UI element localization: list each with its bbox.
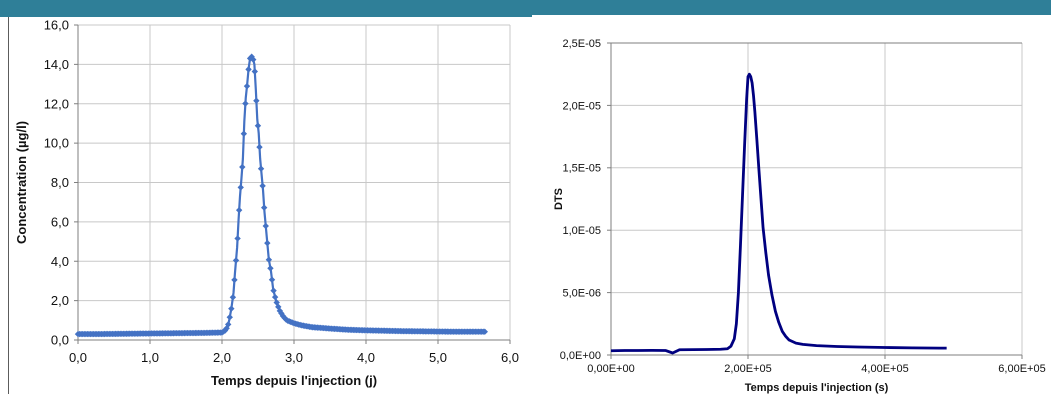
c1-data-point: [237, 184, 244, 191]
c2-y-tick-label: 5,0E-06: [562, 287, 601, 299]
chart2-axes: [607, 42, 1023, 359]
c1-data-point: [228, 305, 235, 312]
chart1-y-tick-labels: 0,0 2,0 4,0 6,0 8,0 10,0 12,0 14,0 16,0: [44, 18, 69, 348]
c1-data-point: [226, 314, 233, 321]
c1-data-point: [245, 66, 252, 73]
header-bar: [0, 0, 1051, 17]
c1-data-point: [260, 204, 268, 211]
c1-data-point: [248, 53, 255, 60]
c1-x-tick-label: 6,0: [501, 350, 519, 365]
c1-y-tick-label: 12,0: [44, 96, 69, 111]
c1-series-line: [78, 55, 485, 336]
chart1-x-axis-label: Temps depuis l'injection (j): [211, 373, 377, 388]
c1-data-point: [271, 293, 279, 301]
c1-data-point: [239, 163, 246, 171]
c1-x-tick-label: 3,0: [285, 350, 303, 365]
chart1-y-axis-label: Concentration (µg/l): [14, 121, 29, 244]
c1-x-tick-label: 5,0: [429, 350, 447, 365]
c1-data-point: [235, 206, 243, 214]
chart1-series: [74, 53, 488, 338]
chart2-gridlines: [611, 42, 1023, 355]
c1-data-point: [262, 222, 269, 230]
c1-data-point: [234, 235, 241, 242]
c1-data-point: [229, 294, 237, 301]
chart2-x-axis-label: Temps depuis l'injection (s): [745, 382, 889, 394]
chart2-series: [610, 72, 947, 355]
c1-data-point: [264, 239, 271, 247]
c2-y-tick-label: 2,0E-05: [562, 100, 601, 112]
header-tab-notch: [532, 15, 1051, 17]
c1-data-point: [265, 256, 273, 263]
c1-x-tick-label: 1,0: [141, 350, 159, 365]
c1-x-tick-label: 2,0: [213, 350, 231, 365]
chart2-x-tick-labels: 0,00E+00 2,00E+05 4,00E+05 6,00E+05: [587, 363, 1045, 375]
c2-series-line: [610, 72, 947, 355]
c1-data-point: [246, 55, 254, 62]
c2-y-tick-label: 2,5E-05: [562, 38, 601, 50]
c2-x-tick-label: 4,00E+05: [861, 363, 908, 375]
chart2-y-tick-labels: 0,0E+00 5,0E-06 1,0E-05 1,5E-05 2,0E-05 2,5E-…: [560, 38, 601, 362]
c1-data-point: [268, 276, 276, 283]
c1-data-point: [242, 100, 249, 107]
c1-y-tick-label: 0,0: [51, 333, 69, 348]
chart1-axes: [74, 24, 511, 344]
c1-data-point: [225, 321, 232, 328]
c2-x-tick-label: 0,00E+00: [587, 363, 634, 375]
c1-data-point: [257, 165, 265, 172]
c1-data-point: [243, 82, 251, 90]
c1-y-tick-label: 14,0: [44, 57, 69, 72]
c1-data-point: [481, 328, 488, 335]
c2-y-tick-label: 1,0E-05: [562, 225, 601, 237]
c2-x-tick-label: 2,00E+05: [724, 363, 771, 375]
c1-data-point: [270, 287, 277, 294]
chart2-y-axis-label: DTS: [553, 188, 565, 210]
chart1-x-tick-labels: 0,0 1,0 2,0 3,0 4,0 5,0 6,0: [69, 350, 519, 365]
c1-data-point: [240, 130, 248, 137]
c1-y-tick-label: 8,0: [51, 175, 69, 190]
c1-y-tick-label: 6,0: [51, 214, 69, 229]
c2-y-tick-label: 0,0E+00: [560, 350, 601, 362]
c1-y-tick-label: 4,0: [51, 254, 69, 269]
c1-x-tick-label: 0,0: [69, 350, 87, 365]
c1-data-point: [251, 68, 259, 75]
c1-data-point: [267, 265, 274, 272]
c2-x-tick-label: 6,00E+05: [998, 363, 1045, 375]
left-border-rule: [8, 17, 9, 394]
dts-chart: 0,00E+00 2,00E+05 4,00E+05 6,00E+05 0,0E+00…: [553, 38, 1046, 394]
c1-y-tick-label: 2,0: [51, 293, 69, 308]
c1-data-point: [250, 56, 257, 63]
c1-y-tick-label: 10,0: [44, 136, 69, 151]
c1-x-tick-label: 4,0: [357, 350, 375, 365]
c1-data-point: [254, 122, 262, 129]
c1-data-point: [232, 257, 240, 264]
c1-data-point: [231, 276, 238, 284]
c1-y-tick-label: 16,0: [44, 18, 69, 33]
c2-y-tick-label: 1,5E-05: [562, 163, 601, 175]
c1-data-point: [256, 143, 263, 151]
chart1-gridlines: [78, 24, 511, 340]
concentration-chart: 0,0 1,0 2,0 3,0 4,0 5,0 6,0 0,0 2,0 4,0 6,0 8,0 10,…: [14, 18, 519, 388]
c1-data-point: [253, 97, 260, 104]
c1-data-point: [259, 182, 266, 190]
